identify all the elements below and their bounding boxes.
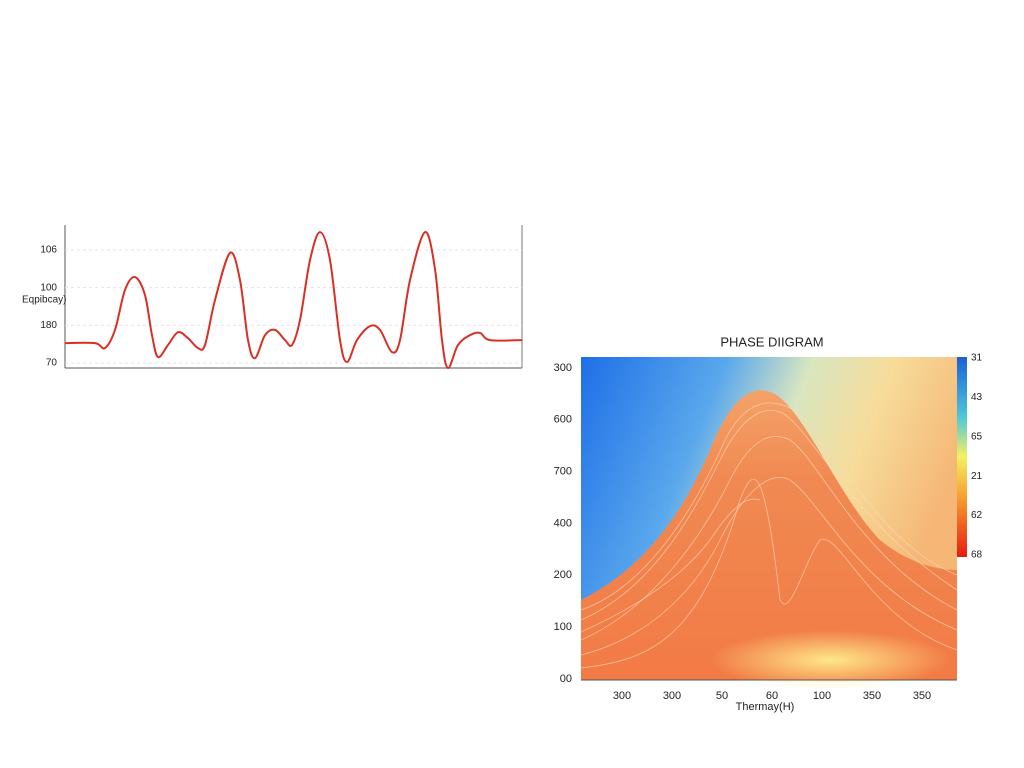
y-tick-label: 700	[554, 466, 572, 478]
x-tick-label: 50	[716, 690, 728, 702]
x-tick-label: 300	[613, 690, 631, 702]
line-chart: 70 180 100 106	[40, 231, 523, 370]
colorbar-label: 62	[971, 510, 983, 521]
x-tick-label: 350	[863, 690, 881, 702]
heatmap-glow	[710, 630, 950, 690]
x-tick-label: 350	[913, 690, 931, 702]
y-tick-label: 70	[46, 358, 58, 369]
colorbar-label: 65	[971, 431, 983, 442]
y-tick-label: 600	[554, 414, 572, 426]
y-tick-label: 200	[554, 569, 572, 581]
x-tick-label: 300	[663, 690, 681, 702]
colorbar-label: 43	[971, 392, 983, 403]
y-tick-label: 106	[40, 245, 57, 256]
y-tick-label: 100	[554, 621, 572, 633]
colorbar-label: 68	[971, 550, 983, 561]
y-tick-label: 180	[40, 320, 57, 331]
x-tick-label: 60	[766, 690, 778, 702]
y-tick-label: 100	[40, 282, 57, 293]
y-tick-label: 00	[560, 673, 572, 685]
colorbar-label: 31	[971, 353, 983, 364]
heatmap	[580, 357, 967, 690]
x-tick-label: 100	[813, 690, 831, 702]
y-tick-label: 400	[554, 517, 572, 529]
line-series	[64, 231, 523, 370]
axis-labels: 300 600 700 400 200 100 00 300 300 50 60 100 350 350 3…	[554, 353, 983, 702]
y-tick-label: 300	[554, 362, 572, 374]
heatmap-region	[581, 390, 957, 680]
colorbar	[957, 357, 967, 557]
colorbar-label: 21	[971, 471, 983, 482]
contours	[580, 402, 958, 669]
chart-title: PHASE DIIGRAM	[720, 334, 823, 349]
x-axis-label: Thermay(H)	[736, 701, 795, 713]
y-axis-label: Eqpibcay)	[22, 295, 66, 306]
